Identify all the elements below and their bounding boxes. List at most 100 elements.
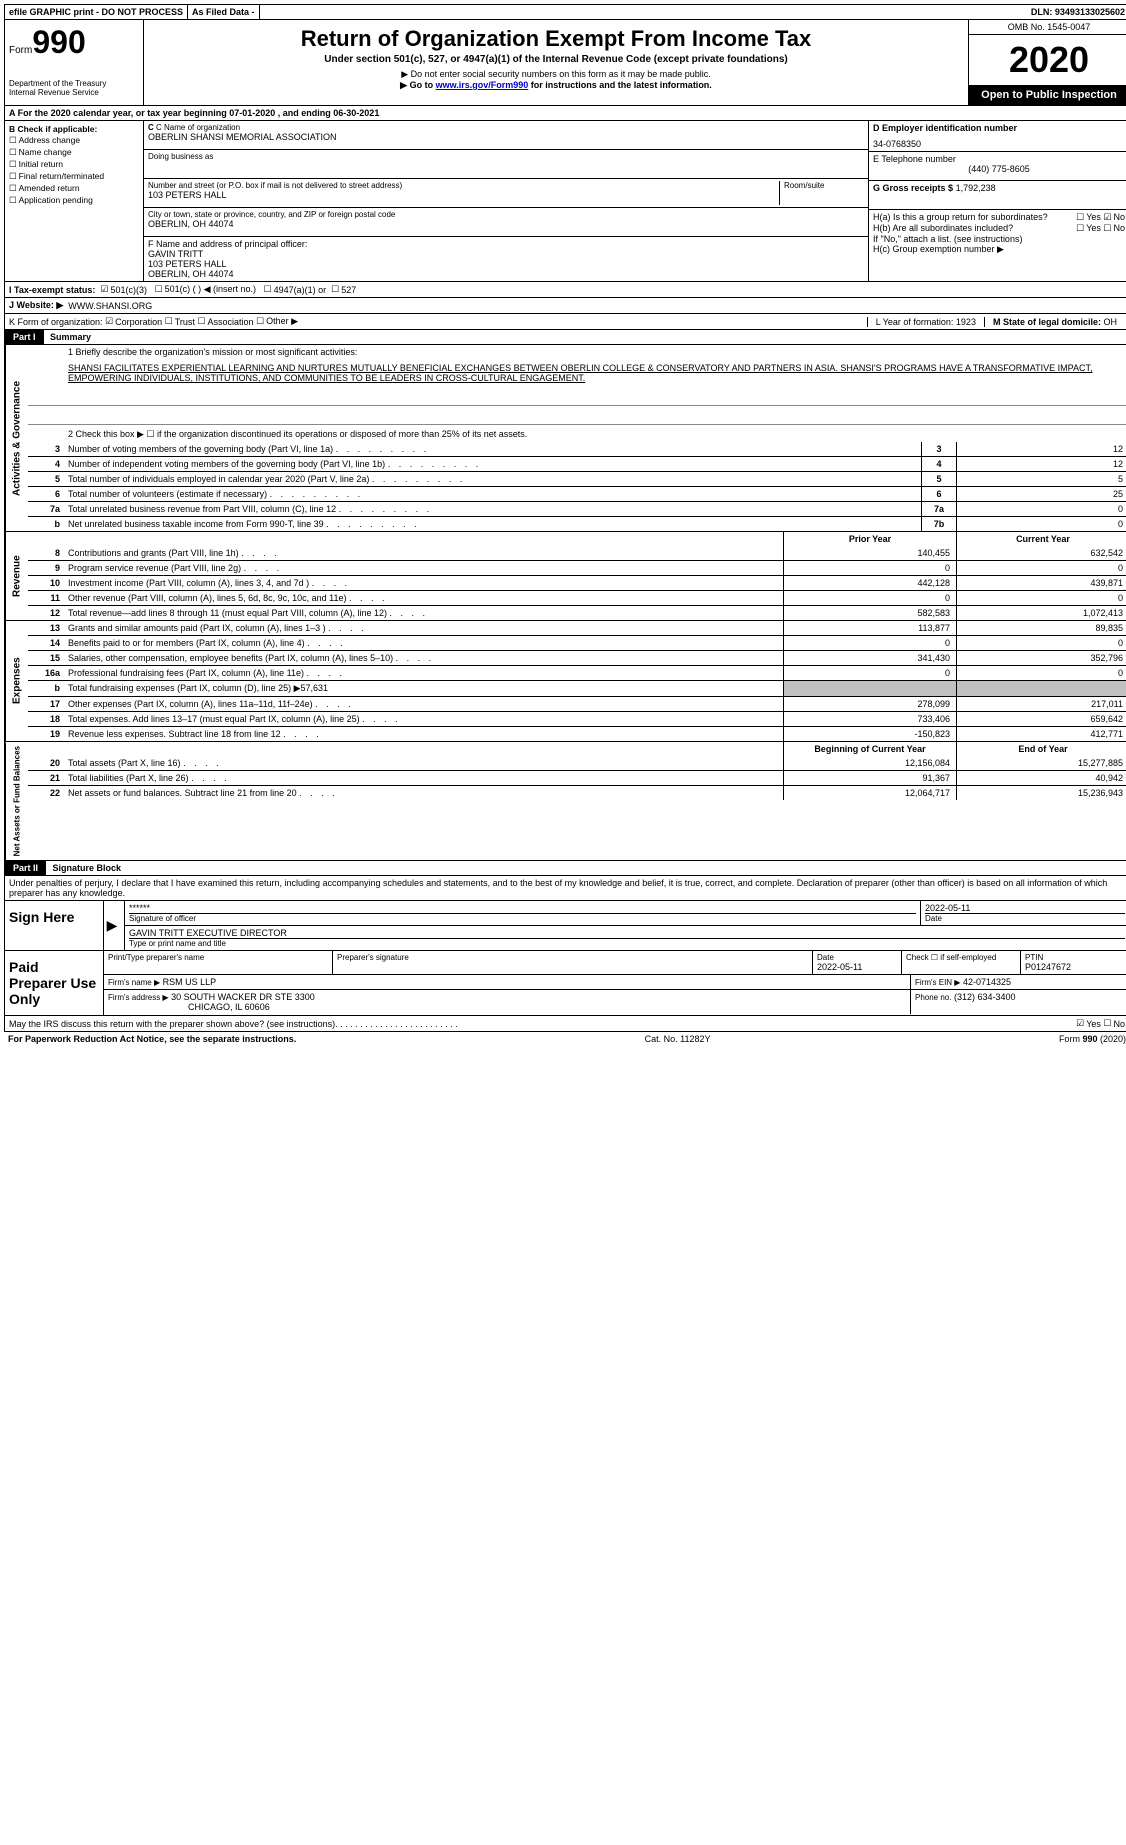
m-label: M State of legal domicile: xyxy=(993,317,1101,327)
col-end: End of Year xyxy=(956,742,1126,756)
city-label: City or town, state or province, country… xyxy=(148,210,864,219)
h-note: If "No," attach a list. (see instruction… xyxy=(873,234,1125,244)
part2-label: Part II xyxy=(5,861,46,875)
declaration: Under penalties of perjury, I declare th… xyxy=(4,876,1126,901)
part1-label: Part I xyxy=(5,330,44,344)
section-b: B Check if applicable: Address change Na… xyxy=(4,121,1126,282)
firm-phone: (312) 634-3400 xyxy=(954,992,1016,1002)
col-current: Current Year xyxy=(956,532,1126,546)
form-subtitle: Under section 501(c), 527, or 4947(a)(1)… xyxy=(148,54,964,65)
footer: For Paperwork Reduction Act Notice, see … xyxy=(4,1032,1126,1046)
form-title: Return of Organization Exempt From Incom… xyxy=(148,26,964,52)
vert-exp: Expenses xyxy=(5,621,28,741)
hb-no[interactable] xyxy=(1103,223,1113,233)
row-i: I Tax-exempt status: 501(c)(3) 501(c) ( … xyxy=(4,282,1126,298)
k-other[interactable] xyxy=(256,316,266,327)
e-label: E Telephone number xyxy=(873,154,1125,164)
i-527[interactable] xyxy=(331,284,341,295)
line2: 2 Check this box ▶ ☐ if the organization… xyxy=(28,425,1126,442)
inspection-label: Open to Public Inspection xyxy=(969,85,1126,105)
irs-link[interactable]: www.irs.gov/Form990 xyxy=(436,80,529,90)
i-501c[interactable] xyxy=(154,284,164,295)
k-assoc[interactable] xyxy=(197,316,207,327)
col-b-right: D Employer identification number 34-0768… xyxy=(868,121,1126,281)
firm-addr-label: Firm's address ▶ xyxy=(108,993,169,1002)
check-initial[interactable]: Initial return xyxy=(9,159,139,170)
line-11: 11 Other revenue (Part VIII, column (A),… xyxy=(28,590,1126,605)
footer-left: For Paperwork Reduction Act Notice, see … xyxy=(8,1034,296,1044)
irs-label: Internal Revenue Service xyxy=(9,88,139,97)
check-name[interactable]: Name change xyxy=(9,147,139,158)
d-label: D Employer identification number xyxy=(873,123,1125,133)
line-22: 22 Net assets or fund balances. Subtract… xyxy=(28,785,1126,800)
form-number: 990 xyxy=(32,24,85,60)
col-b-mid: C C Name of organization OBERLIN SHANSI … xyxy=(144,121,868,281)
line-16a: 16a Professional fundraising fees (Part … xyxy=(28,665,1126,680)
row-k: K Form of organization: Corporation Trus… xyxy=(4,314,1126,330)
firm-addr2: CHICAGO, IL 60606 xyxy=(188,1002,906,1012)
sign-here-section: Sign Here ****** Signature of officer 20… xyxy=(4,901,1126,951)
telephone: (440) 775-8605 xyxy=(873,164,1125,174)
line-20: 20 Total assets (Part X, line 16) . . . … xyxy=(28,756,1126,770)
k-corp[interactable] xyxy=(105,316,115,327)
line-b: b Total fundraising expenses (Part IX, c… xyxy=(28,680,1126,696)
line-7a: 7a Total unrelated business revenue from… xyxy=(28,501,1126,516)
header-center: Return of Organization Exempt From Incom… xyxy=(144,20,968,105)
part1-header-row: Part I Summary xyxy=(4,330,1126,345)
state-domicile: OH xyxy=(1104,317,1118,327)
may-irs-no[interactable] xyxy=(1103,1018,1113,1029)
sig-date-label: Date xyxy=(925,913,1125,923)
check-address[interactable]: Address change xyxy=(9,135,139,146)
ha-no[interactable] xyxy=(1103,212,1113,222)
part1-revenue: Revenue Prior Year Current Year 8 Contri… xyxy=(4,532,1126,621)
header-left: Form990 Department of the Treasury Inter… xyxy=(5,20,144,105)
hb-yes[interactable] xyxy=(1076,223,1086,233)
paid-preparer-section: Paid Preparer Use Only Print/Type prepar… xyxy=(4,951,1126,1016)
print-label: Print/Type preparer's name xyxy=(108,953,328,962)
line-b: b Net unrelated business taxable income … xyxy=(28,516,1126,531)
prep-date: 2022-05-11 xyxy=(817,962,897,972)
line-15: 15 Salaries, other compensation, employe… xyxy=(28,650,1126,665)
efile-label: efile GRAPHIC print - DO NOT PROCESS xyxy=(5,5,188,19)
ptin-label: PTIN xyxy=(1025,953,1125,962)
check-pending[interactable]: Application pending xyxy=(9,195,139,206)
check-self-label: Check ☐ if self-employed xyxy=(906,953,1016,962)
line-21: 21 Total liabilities (Part X, line 26) .… xyxy=(28,770,1126,785)
org-name: OBERLIN SHANSI MEMORIAL ASSOCIATION xyxy=(148,132,864,142)
line-13: 13 Grants and similar amounts paid (Part… xyxy=(28,621,1126,635)
part2-header-row: Part II Signature Block xyxy=(4,861,1126,876)
dba-label: Doing business as xyxy=(148,152,864,161)
year-formation: 1923 xyxy=(956,317,976,327)
i-4947[interactable] xyxy=(264,284,274,295)
vert-rev: Revenue xyxy=(5,532,28,620)
prep-date-label: Date xyxy=(817,953,897,962)
may-irs-yes[interactable] xyxy=(1076,1018,1086,1029)
check-amended[interactable]: Amended return xyxy=(9,183,139,194)
k-trust[interactable] xyxy=(165,316,175,327)
omb-number: OMB No. 1545-0047 xyxy=(969,20,1126,35)
tax-year: 2020 xyxy=(969,35,1126,85)
gross-receipts: 1,792,238 xyxy=(956,183,996,193)
line-8: 8 Contributions and grants (Part VIII, l… xyxy=(28,546,1126,560)
phone-label: Phone no. xyxy=(915,993,951,1002)
firm-ein-label: Firm's EIN ▶ xyxy=(915,978,960,987)
line-9: 9 Program service revenue (Part VIII, li… xyxy=(28,560,1126,575)
l-label: L Year of formation: xyxy=(876,317,956,327)
sig-stars: ****** xyxy=(129,903,916,913)
check-final[interactable]: Final return/terminated xyxy=(9,171,139,182)
c-label: C Name of organization xyxy=(156,123,240,132)
website: WWW.SHANSI.ORG xyxy=(68,301,152,311)
prep-sig-label: Preparer's signature xyxy=(337,953,808,962)
may-irs-label: May the IRS discuss this return with the… xyxy=(9,1019,335,1029)
officer-addr2: OBERLIN, OH 44074 xyxy=(148,269,864,279)
line-12: 12 Total revenue—add lines 8 through 11 … xyxy=(28,605,1126,620)
part1-expenses: Expenses 13 Grants and similar amounts p… xyxy=(4,621,1126,742)
i-501c3[interactable] xyxy=(100,284,110,295)
part1-activities-governance: Activities & Governance 1 Briefly descri… xyxy=(4,345,1126,532)
officer-name: GAVIN TRITT xyxy=(148,249,864,259)
arrow-icon xyxy=(107,917,122,934)
i-label: I Tax-exempt status: xyxy=(9,285,95,295)
ha-yes[interactable] xyxy=(1076,212,1086,222)
line1-label: 1 Briefly describe the organization's mi… xyxy=(28,345,1126,359)
part1-net-assets: Net Assets or Fund Balances Beginning of… xyxy=(4,742,1126,861)
